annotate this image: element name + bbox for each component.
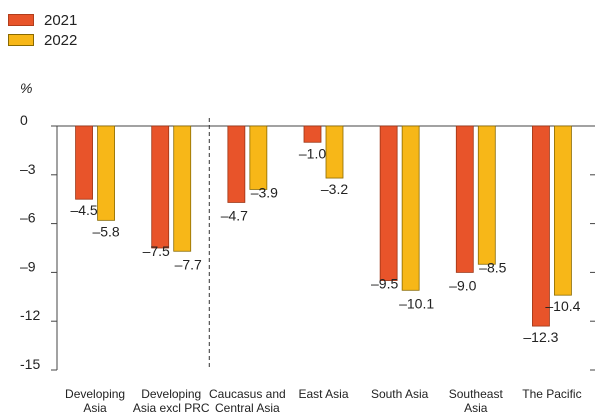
chart-legend: 2021 2022	[8, 10, 77, 50]
bar-2021-4	[379, 125, 398, 281]
legend-label-2021: 2021	[44, 11, 78, 29]
x-tick-label: Developing	[141, 387, 201, 401]
y-tick-label: 0	[20, 112, 28, 128]
x-tick-label: The Pacific	[522, 387, 581, 401]
data-label-2022: –10.1	[399, 295, 434, 311]
data-label-2021: –7.5	[143, 243, 170, 259]
data-label-2022: –10.4	[545, 298, 580, 314]
x-tick-label: Asia	[83, 401, 107, 415]
bar-2021-1	[151, 125, 170, 249]
legend-item-2022: 2022	[8, 30, 77, 50]
data-label-2021: –1.0	[299, 145, 326, 161]
data-label-2021: –4.5	[70, 202, 97, 218]
legend-swatch-2021	[8, 14, 34, 26]
bar-2022-6	[554, 125, 572, 296]
data-label-2022: –7.7	[175, 256, 202, 272]
bar-2021-5	[455, 125, 474, 273]
bar-2021-0	[75, 125, 93, 200]
bar-2022-0	[97, 125, 115, 221]
data-label-2022: –3.9	[251, 184, 278, 200]
bar-2021-3	[303, 125, 322, 143]
x-tick-label: East Asia	[298, 387, 348, 401]
legend-item-2021: 2021	[8, 10, 77, 30]
x-tick-label: Developing	[65, 387, 125, 401]
bar-2022-1	[173, 125, 192, 252]
data-label-2022: –5.8	[92, 223, 119, 239]
data-label-2021: –4.7	[221, 207, 248, 223]
bar-2021-6	[532, 125, 550, 327]
data-label-2021: –12.3	[523, 329, 558, 345]
y-tick-label: -12	[20, 307, 40, 323]
x-tick-label: South Asia	[371, 387, 429, 401]
y-tick-label: –3	[20, 161, 36, 177]
x-tick-label: Asia excl PRC	[133, 401, 210, 415]
x-tick-label: Caucasus and	[209, 387, 286, 401]
bar-2021-2	[227, 125, 246, 203]
data-label-2022: –3.2	[321, 181, 348, 197]
bar-2022-5	[477, 125, 496, 265]
legend-label-2022: 2022	[44, 31, 78, 49]
data-label-2021: –9.5	[371, 276, 398, 292]
data-label-2021: –9.0	[449, 277, 476, 293]
y-tick-label: -15	[20, 356, 40, 372]
y-tick-label: –6	[20, 210, 36, 226]
y-axis-label: %	[20, 80, 33, 96]
legend-swatch-2022	[8, 34, 34, 46]
x-tick-label: Central Asia	[215, 401, 280, 415]
y-tick-label: –9	[20, 258, 36, 274]
bar-2022-3	[325, 125, 344, 179]
x-tick-label: Asia	[464, 401, 488, 415]
data-label-2022: –8.5	[479, 259, 506, 275]
bar-2022-4	[401, 125, 420, 291]
bar-2022-2	[249, 125, 268, 190]
x-tick-label: Southeast	[449, 387, 504, 401]
